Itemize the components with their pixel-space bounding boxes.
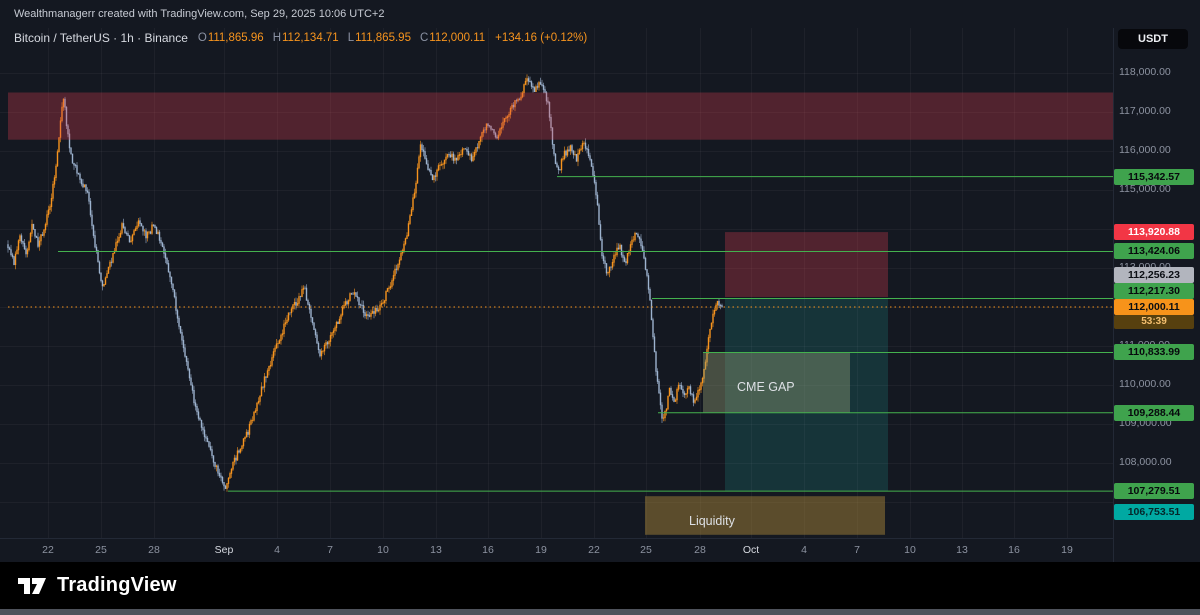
- bottom-strip: [0, 609, 1200, 615]
- x-axis-label: 16: [1008, 544, 1020, 556]
- attribution-text: Wealthmanagerr created with TradingView.…: [14, 8, 385, 20]
- ohlc-high: H112,134.71: [272, 32, 339, 44]
- ohlc-close: C112,000.11: [419, 32, 486, 44]
- liquidity-label[interactable]: Liquidity: [689, 514, 735, 528]
- x-axis-label: 25: [640, 544, 652, 556]
- x-axis-label: 22: [42, 544, 54, 556]
- price-line-label[interactable]: 109,288.44: [1114, 404, 1194, 421]
- price-change: +134.16 (+0.12%): [495, 32, 588, 44]
- time-axis[interactable]: 22 25 28 Sep 4 7 10 13 16 19 22 25 28 Oct 4 7 10 13 16 19: [0, 538, 1113, 562]
- symbol-info-bar: Bitcoin / TetherUS · 1h · Binance O111,8…: [14, 31, 587, 45]
- y-axis-label: 110,000.00: [1119, 378, 1171, 390]
- x-axis-label: 7: [327, 544, 333, 556]
- x-axis-label: Oct: [742, 544, 760, 556]
- currency-toggle-button[interactable]: USDT: [1118, 29, 1188, 49]
- x-axis-label: 10: [377, 544, 389, 556]
- price-line-label[interactable]: 110,833.99: [1114, 344, 1194, 361]
- price-line-label[interactable]: 112,256.23: [1114, 267, 1194, 283]
- cme-gap-label[interactable]: CME GAP: [737, 380, 795, 394]
- zone-supply-band[interactable]: [8, 92, 1113, 140]
- time-axis-separator: [0, 538, 1113, 539]
- x-axis-label: 13: [430, 544, 442, 556]
- x-axis-label: 19: [1061, 544, 1073, 556]
- symbol-title[interactable]: Bitcoin / TetherUS · 1h · Binance: [14, 31, 188, 45]
- x-axis-label: 28: [694, 544, 706, 556]
- x-axis-label: 16: [482, 544, 494, 556]
- x-axis-label: 28: [148, 544, 160, 556]
- y-axis-label: 117,000.00: [1119, 104, 1171, 117]
- y-axis-label: 108,000.00: [1119, 456, 1172, 468]
- x-axis-label: 13: [956, 544, 968, 556]
- x-axis-label: 25: [95, 544, 107, 556]
- x-axis-label: 7: [854, 544, 860, 556]
- ohlc-low: L111,865.95: [347, 32, 411, 44]
- price-line-label[interactable]: 106,753.51: [1114, 503, 1194, 520]
- ohlc-values: O111,865.96 H112,134.71 L111,865.95 C112…: [198, 32, 485, 44]
- footer-bar: TradingView: [0, 562, 1200, 609]
- y-axis-label: 118,000.00: [1119, 65, 1171, 78]
- zone-cme-gap-box[interactable]: [703, 352, 850, 413]
- x-axis-label: 10: [904, 544, 916, 556]
- ohlc-open: O111,865.96: [197, 32, 264, 44]
- zone-red-box[interactable]: [725, 232, 888, 297]
- x-axis-label: 22: [588, 544, 600, 556]
- tradingview-logo-icon[interactable]: [16, 573, 48, 599]
- zone-liquidity-box[interactable]: [645, 496, 885, 535]
- zone-teal-box[interactable]: [725, 298, 888, 492]
- price-line-label[interactable]: 107,279.51: [1114, 483, 1194, 500]
- y-axis-label: 116,000.00: [1119, 143, 1171, 156]
- x-axis-label: 4: [801, 544, 807, 556]
- price-line-label[interactable]: 113,424.06: [1114, 243, 1194, 260]
- price-line-label[interactable]: 113,920.88: [1114, 224, 1194, 241]
- current-price-label[interactable]: 112,000.11: [1114, 298, 1194, 315]
- tradingview-wordmark[interactable]: TradingView: [57, 574, 177, 596]
- price-axis-separator: [1113, 28, 1114, 562]
- y-axis-label: 115,000.00: [1119, 182, 1171, 195]
- candles-up-bodies: [14, 78, 719, 489]
- bar-countdown: 53:39: [1114, 314, 1194, 329]
- x-axis-label: 19: [535, 544, 547, 556]
- x-axis-label: 4: [274, 544, 280, 556]
- x-axis-label: Sep: [214, 544, 234, 556]
- candles-down-bodies: [7, 78, 723, 489]
- price-line-label[interactable]: 115,342.57: [1114, 168, 1194, 185]
- price-line-label[interactable]: 112,217.30: [1114, 282, 1194, 299]
